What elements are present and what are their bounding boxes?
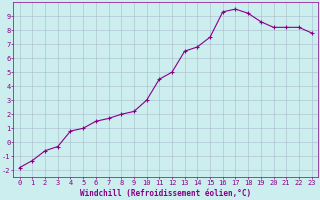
X-axis label: Windchill (Refroidissement éolien,°C): Windchill (Refroidissement éolien,°C) <box>80 189 251 198</box>
